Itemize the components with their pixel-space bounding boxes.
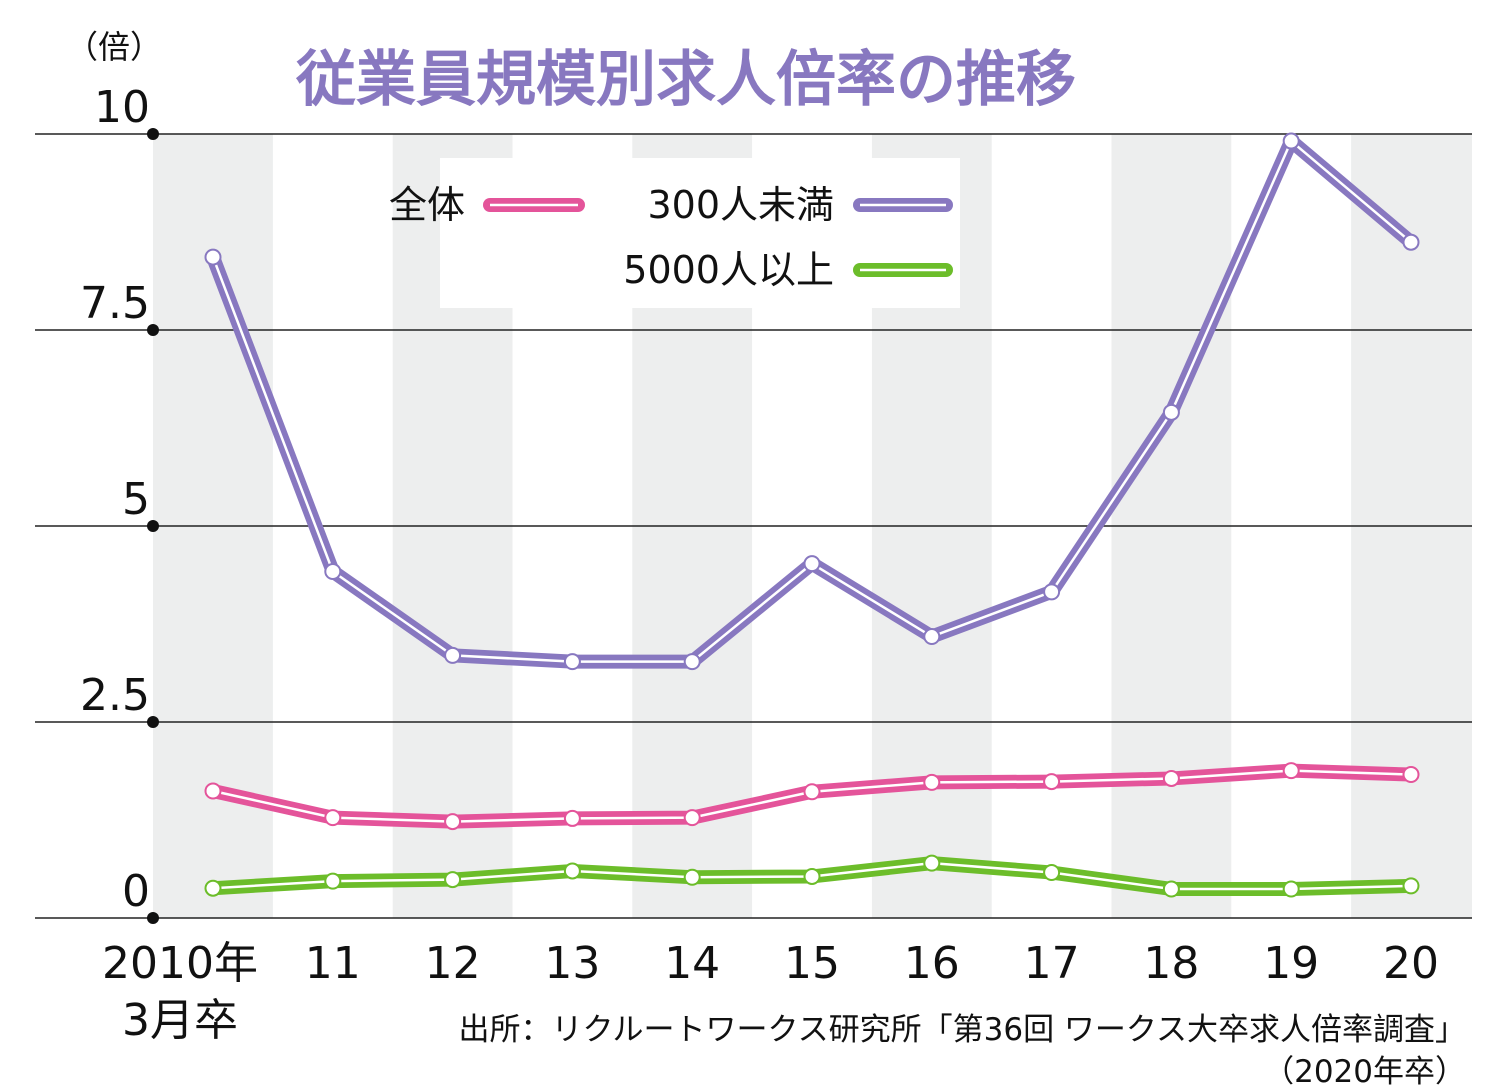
legend-label: 300人未満: [647, 183, 834, 227]
data-point: [204, 782, 222, 800]
axis-dot: [147, 520, 159, 532]
axis-dot: [147, 716, 159, 728]
data-point: [324, 872, 342, 890]
series-layer: [204, 132, 1420, 898]
legend: 全体 300人未満 5000人以上: [389, 183, 953, 292]
x-axis-ticks: 2010年 11 12 13 14 15 16 17 18 19 20: [102, 938, 1439, 989]
data-point: [1162, 769, 1180, 787]
y-tick-label: 2.5: [80, 670, 150, 721]
y-tick-label: 7.5: [80, 278, 150, 329]
gridlines: [35, 128, 1472, 924]
data-point: [923, 773, 941, 791]
series-300人未満: [204, 132, 1420, 671]
data-point: [1162, 880, 1180, 898]
data-point: [683, 809, 701, 827]
data-point: [1043, 773, 1061, 791]
data-point: [563, 862, 581, 880]
data-point: [204, 879, 222, 897]
data-point: [1043, 864, 1061, 882]
axis-dot: [147, 128, 159, 140]
data-point: [923, 854, 941, 872]
data-point: [1162, 403, 1180, 421]
data-point: [1282, 880, 1300, 898]
legend-label: 全体: [389, 183, 465, 227]
data-point: [1282, 762, 1300, 780]
x-tick-label: 15: [784, 938, 840, 989]
x-tick-sublabel: 3月卒: [122, 995, 238, 1046]
data-point: [683, 653, 701, 671]
x-tick-label: 11: [305, 938, 361, 989]
data-point: [1402, 233, 1420, 251]
data-point: [1402, 877, 1420, 895]
series-全体: [204, 762, 1420, 831]
x-tick-label: 16: [904, 938, 960, 989]
y-tick-label: 10: [94, 82, 150, 133]
x-tick-label: 17: [1024, 938, 1080, 989]
data-point: [803, 867, 821, 885]
y-tick-label: 5: [122, 474, 150, 525]
data-point: [1043, 583, 1061, 601]
data-point: [923, 628, 941, 646]
axis-dot: [147, 912, 159, 924]
data-point: [1402, 766, 1420, 784]
legend-backdrop: [440, 158, 960, 308]
data-point: [683, 868, 701, 886]
data-point: [204, 248, 222, 266]
data-point: [563, 653, 581, 671]
chart-title: 従業員規模別求人倍率の推移: [295, 45, 1076, 115]
data-point: [803, 555, 821, 573]
series-5000人以上: [204, 854, 1420, 898]
x-tick-label: 13: [544, 938, 600, 989]
y-unit-label: （倍）: [66, 28, 162, 66]
data-point: [444, 871, 462, 889]
data-point: [324, 809, 342, 827]
data-point: [803, 783, 821, 801]
legend-label: 5000人以上: [623, 248, 834, 292]
source-note: 出所：リクルートワークス研究所「第36回 ワークス大卒求人倍率調査」: [458, 1012, 1466, 1048]
y-axis-ticks: 10 7.5 5 2.5 0: [80, 82, 150, 917]
x-tick-label: 14: [664, 938, 720, 989]
x-tick-label: 12: [425, 938, 481, 989]
data-point: [324, 562, 342, 580]
data-point: [444, 813, 462, 831]
axis-dot: [147, 324, 159, 336]
x-tick-label: 19: [1263, 938, 1319, 989]
x-tick-label: 20: [1383, 938, 1439, 989]
y-tick-label: 0: [122, 866, 150, 917]
x-tick-label: 18: [1143, 938, 1199, 989]
data-point: [563, 809, 581, 827]
data-point: [444, 646, 462, 664]
x-tick-label: 2010年: [102, 938, 258, 989]
source-year: （2020年卒）: [1263, 1054, 1466, 1090]
data-point: [1282, 132, 1300, 150]
